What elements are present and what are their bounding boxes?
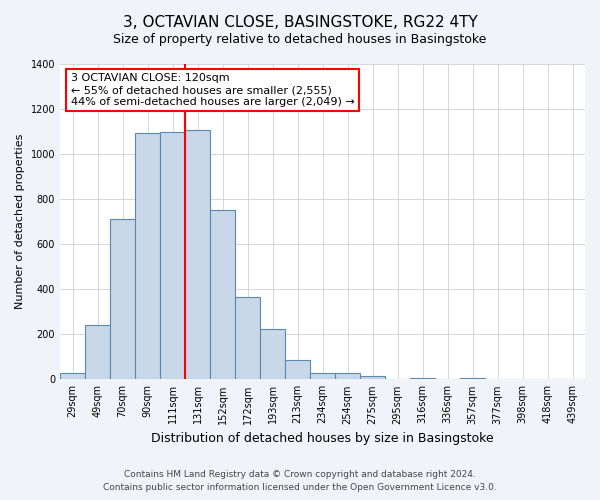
Bar xyxy=(285,360,310,380)
Bar xyxy=(135,132,160,380)
Bar xyxy=(85,326,110,380)
Bar xyxy=(310,372,335,380)
Bar xyxy=(185,130,210,380)
Text: Contains HM Land Registry data © Crown copyright and database right 2024.
Contai: Contains HM Land Registry data © Crown c… xyxy=(103,470,497,492)
Bar xyxy=(110,220,135,380)
Bar xyxy=(260,328,285,380)
Bar xyxy=(410,378,435,380)
Bar xyxy=(60,372,85,380)
Bar xyxy=(460,378,485,380)
Bar xyxy=(235,297,260,380)
X-axis label: Distribution of detached houses by size in Basingstoke: Distribution of detached houses by size … xyxy=(151,432,494,445)
Bar xyxy=(160,132,185,380)
Text: 3, OCTAVIAN CLOSE, BASINGSTOKE, RG22 4TY: 3, OCTAVIAN CLOSE, BASINGSTOKE, RG22 4TY xyxy=(122,15,478,30)
Bar xyxy=(335,372,360,380)
Bar xyxy=(210,210,235,380)
Text: 3 OCTAVIAN CLOSE: 120sqm
← 55% of detached houses are smaller (2,555)
44% of sem: 3 OCTAVIAN CLOSE: 120sqm ← 55% of detach… xyxy=(71,74,354,106)
Text: Size of property relative to detached houses in Basingstoke: Size of property relative to detached ho… xyxy=(113,32,487,46)
Y-axis label: Number of detached properties: Number of detached properties xyxy=(15,134,25,310)
Bar xyxy=(360,376,385,380)
